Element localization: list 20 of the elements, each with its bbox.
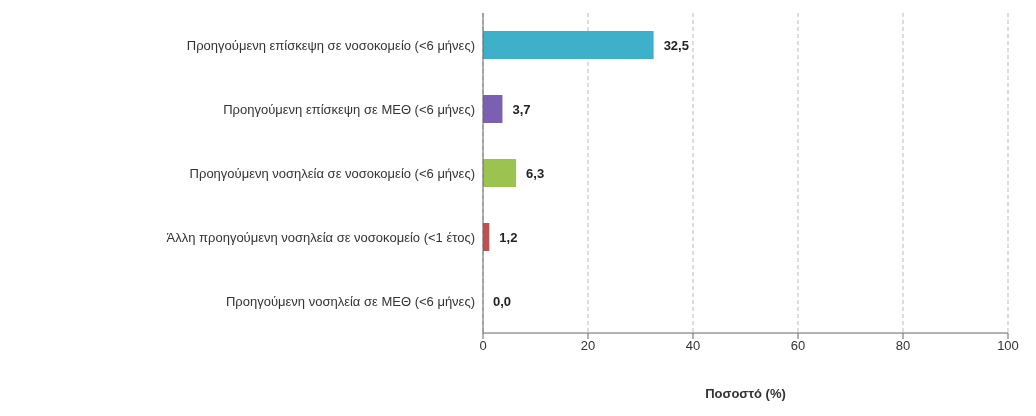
x-tick-label: 60	[790, 338, 806, 354]
x-tick-label: 20	[580, 338, 596, 354]
y-tick-label: Άλλη προηγούμενη νοσηλεία σε νοσοκομείο (<1 έτος)	[166, 229, 475, 245]
y-tick-label: Προηγούμενη επίσκεψη σε νοσοκομείο (<6 μήνες)	[186, 37, 475, 53]
bar	[483, 159, 517, 187]
bar	[483, 31, 654, 59]
data-label: 0,0	[493, 293, 512, 309]
y-tick-label: Προηγούμενη επίσκεψη σε ΜΕΘ (<6 μήνες)	[223, 101, 475, 117]
x-tick-label: 80	[895, 338, 911, 354]
data-label: 6,3	[526, 165, 545, 181]
y-tick-label: Προηγούμενη νοσηλεία σε νοσοκομείο (<6 μήνες)	[189, 165, 475, 181]
x-tick-label: 0	[479, 338, 487, 354]
x-tick-label: 100	[997, 338, 1019, 354]
data-label: 3,7	[512, 101, 531, 117]
x-axis-title: Ποσοστό (%)	[705, 386, 786, 401]
x-tick-label: 40	[685, 338, 701, 354]
bar	[483, 95, 503, 123]
data-label: 32,5	[663, 37, 689, 53]
data-label: 1,2	[499, 229, 518, 245]
y-tick-label: Προηγούμενη νοσηλεία σε ΜΕΘ (<6 μήνες)	[225, 293, 475, 309]
